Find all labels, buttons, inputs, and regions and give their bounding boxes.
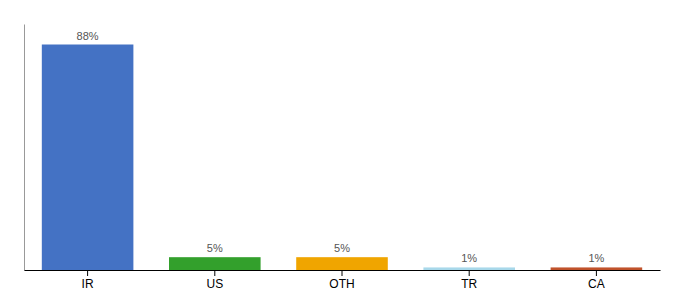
x-tick-label: OTH xyxy=(329,277,354,291)
data-label: 5% xyxy=(334,242,350,254)
bar xyxy=(551,267,643,270)
x-tick-mark xyxy=(87,270,88,276)
bar xyxy=(423,267,515,270)
x-tick: IR xyxy=(82,270,94,291)
bars xyxy=(42,45,642,271)
data-labels: 88% 5% 5% 1% 1% xyxy=(77,30,605,265)
bar xyxy=(169,257,261,270)
bar xyxy=(42,45,134,271)
x-tick: OTH xyxy=(329,270,354,291)
data-label: 88% xyxy=(77,30,99,42)
y-axis-line xyxy=(24,25,25,271)
x-tick-mark xyxy=(214,270,215,276)
chart-container: IR US OTH TR CA 88% 5% 5% 1% 1% xyxy=(0,0,680,300)
x-tick-mark xyxy=(342,270,343,276)
x-tick: CA xyxy=(588,270,605,291)
x-tick: US xyxy=(206,270,223,291)
x-axis: IR US OTH TR CA xyxy=(25,270,661,291)
x-tick: TR xyxy=(461,270,477,291)
data-label: 5% xyxy=(207,242,223,254)
data-label: 1% xyxy=(461,252,477,264)
bar xyxy=(296,257,388,270)
chart-svg: IR US OTH TR CA 88% 5% 5% 1% 1% xyxy=(0,0,680,300)
x-tick-label: TR xyxy=(461,277,477,291)
data-label: 1% xyxy=(588,252,604,264)
x-tick-label: US xyxy=(206,277,223,291)
x-tick-mark xyxy=(469,270,470,276)
x-tick-label: CA xyxy=(588,277,605,291)
x-tick-label: IR xyxy=(82,277,94,291)
y-axis xyxy=(24,25,25,271)
plot: IR US OTH TR CA 88% 5% 5% 1% 1% xyxy=(25,25,661,291)
x-tick-mark xyxy=(596,270,597,276)
